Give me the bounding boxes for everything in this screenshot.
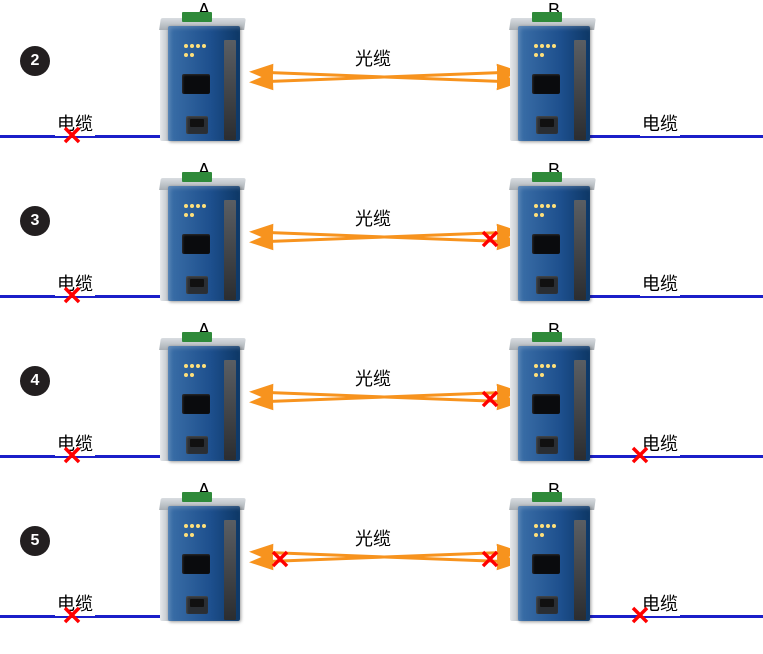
cable-label-right: 电缆 [640, 270, 680, 296]
fault-x-fiber-left: ✕ [269, 545, 291, 576]
scenario-number-badge: 5 [20, 526, 50, 556]
fiber-port-icon [182, 74, 210, 94]
scenario-number-badge: 3 [20, 206, 50, 236]
ethernet-port-icon [536, 116, 558, 134]
media-converter-device [510, 178, 595, 303]
scenario-row: 4AB [0, 320, 763, 480]
fault-x-left-cable: ✕ [61, 281, 83, 312]
cable-label-right: 电缆 [640, 110, 680, 136]
fiber-label: 光缆 [355, 365, 391, 391]
fault-x-left-cable: ✕ [61, 601, 83, 632]
ethernet-port-icon [186, 436, 208, 454]
fiber-port-icon [182, 234, 210, 254]
media-converter-device [160, 178, 245, 303]
media-converter-device [510, 338, 595, 463]
fiber-port-icon [532, 234, 560, 254]
fiber-port-icon [182, 394, 210, 414]
media-converter-device [160, 338, 245, 463]
ethernet-port-icon [186, 596, 208, 614]
ethernet-port-icon [536, 436, 558, 454]
scenario-number-badge: 2 [20, 46, 50, 76]
scenario-row: 2AB [0, 0, 763, 160]
media-converter-device [160, 18, 245, 143]
media-converter-device [510, 18, 595, 143]
ethernet-port-icon [536, 596, 558, 614]
fault-x-fiber-right: ✕ [479, 225, 501, 256]
ethernet-port-icon [536, 276, 558, 294]
ethernet-port-icon [186, 116, 208, 134]
fiber-port-icon [532, 394, 560, 414]
fault-x-right-cable: ✕ [629, 441, 651, 472]
fault-x-right-cable: ✕ [629, 601, 651, 632]
fiber-port-icon [532, 74, 560, 94]
scenario-number-badge: 4 [20, 366, 50, 396]
fault-x-left-cable: ✕ [61, 121, 83, 152]
fault-x-fiber-right: ✕ [479, 545, 501, 576]
fiber-label: 光缆 [355, 205, 391, 231]
ethernet-port-icon [186, 276, 208, 294]
media-converter-device [160, 498, 245, 623]
fiber-label: 光缆 [355, 525, 391, 551]
fault-x-left-cable: ✕ [61, 441, 83, 472]
scenario-row: 5AB [0, 480, 763, 640]
scenario-row: 3AB [0, 160, 763, 320]
media-converter-device [510, 498, 595, 623]
fault-x-fiber-right: ✕ [479, 385, 501, 416]
fiber-label: 光缆 [355, 45, 391, 71]
fiber-port-icon [532, 554, 560, 574]
fiber-port-icon [182, 554, 210, 574]
